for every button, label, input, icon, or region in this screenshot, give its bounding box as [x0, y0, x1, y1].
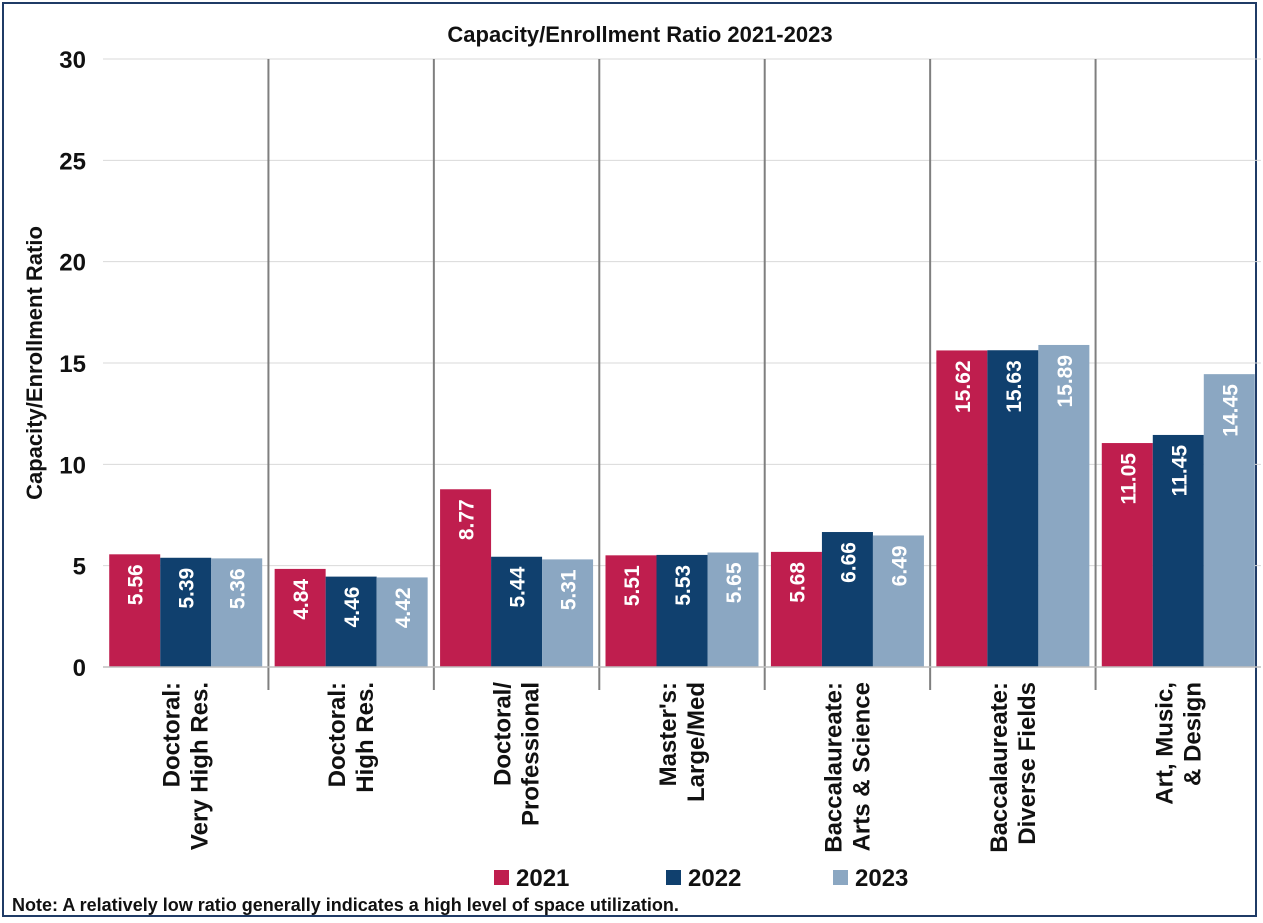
y-tick-label: 20 [59, 250, 86, 277]
bar-2023-1 [211, 558, 263, 667]
data-label: 5.36 [227, 568, 250, 609]
bar-2021-5 [770, 551, 822, 667]
data-label: 4.84 [290, 579, 313, 620]
data-label: 5.53 [672, 565, 695, 606]
x-category-label-line: & Design [1179, 682, 1206, 786]
x-category-label-line: Master's: [655, 682, 682, 786]
data-label: 5.51 [621, 565, 644, 606]
x-category-label-line: Doctoral/ [490, 682, 517, 786]
bar-2023-7 [1203, 374, 1255, 667]
bar-2021-4 [605, 555, 657, 667]
bar-2022-6 [987, 350, 1039, 667]
x-category-label-line: Very High Res. [187, 682, 214, 850]
bar-2022-1 [160, 557, 212, 667]
x-category-label-line: Professional [518, 682, 545, 826]
x-category-label: Doctoral: Very High Res. [159, 682, 214, 850]
bar-2023-5 [872, 535, 924, 667]
data-label: 6.49 [888, 545, 911, 586]
data-label: 6.66 [837, 542, 860, 583]
x-category-label-line: High Res. [352, 682, 379, 793]
data-label: 15.62 [952, 360, 975, 413]
chart-title: Capacity/Enrollment Ratio 2021-2023 [447, 22, 832, 47]
y-tick-label: 15 [59, 351, 86, 378]
y-tick-label: 25 [59, 148, 86, 175]
x-category-label-line: Large/Med [683, 682, 710, 802]
data-label: 5.56 [125, 564, 148, 605]
data-label: 11.45 [1168, 445, 1191, 497]
x-category-label: Art, Music, & Design [1151, 682, 1206, 805]
data-label: 15.89 [1054, 355, 1077, 408]
x-category-label-line: Baccalaureate: [986, 682, 1013, 853]
chart-note: Note: A relatively low ratio generally i… [12, 895, 679, 915]
x-category-label: Doctoral: High Res. [324, 682, 379, 793]
bar-2022-2 [325, 576, 377, 667]
data-label: 5.44 [507, 566, 530, 607]
data-label: 4.42 [392, 587, 415, 628]
bar-2023-4 [707, 552, 759, 667]
bar-2023-6 [1038, 344, 1090, 667]
data-labels: 5.56 5.39 5.36 4.84 4.46 4.42 8.77 5.44 5.31 5.51… [125, 355, 1243, 628]
x-category-label-line: Doctoral: [159, 682, 186, 787]
y-axis-title: Capacity/Enrollment Ratio [22, 226, 47, 500]
data-label: 8.77 [456, 499, 479, 540]
x-category-label: Baccalaureate: Diverse Fields [986, 682, 1041, 853]
y-tick-label: 10 [59, 452, 86, 479]
legend: 2021 2022 2023 [494, 865, 908, 892]
legend-label: 2023 [855, 865, 908, 892]
x-category-label-line: Art, Music, [1151, 682, 1178, 805]
data-label: 11.05 [1117, 453, 1140, 505]
bar-2023-3 [542, 559, 594, 667]
data-label: 14.45 [1219, 384, 1242, 437]
x-category-label: Master's: Large/Med [655, 682, 710, 802]
bars [109, 344, 1255, 667]
legend-swatch-2021 [494, 870, 509, 885]
bar-2022-4 [656, 554, 708, 667]
bar-2023-2 [376, 577, 428, 667]
x-category-label-line: Diverse Fields [1014, 682, 1041, 845]
bar-2021-3 [440, 489, 492, 667]
data-label: 15.63 [1003, 360, 1026, 413]
x-category-label-line: Doctoral: [324, 682, 351, 787]
bar-2022-3 [491, 556, 543, 667]
data-label: 5.68 [786, 562, 809, 603]
bar-2022-5 [821, 532, 873, 667]
y-tick-label: 5 [73, 554, 86, 581]
x-category-label: Doctoral/Professional [490, 682, 545, 826]
x-category-label-line: Arts & Science [848, 682, 875, 851]
y-tick-label: 30 [59, 47, 86, 74]
bar-2021-1 [109, 554, 161, 667]
data-label: 5.31 [558, 569, 581, 610]
data-label: 5.65 [723, 562, 746, 603]
bar-2022-7 [1152, 434, 1204, 667]
legend-label: 2021 [516, 865, 569, 892]
bar-2021-2 [274, 568, 326, 667]
data-label: 4.46 [341, 587, 364, 628]
data-label: 5.39 [176, 568, 199, 609]
x-category-label-line: Baccalaureate: [820, 682, 847, 853]
legend-label: 2022 [688, 865, 741, 892]
y-tick-label: 0 [73, 655, 86, 682]
bar-2021-6 [936, 350, 988, 667]
legend-swatch-2022 [666, 870, 681, 885]
legend-swatch-2023 [833, 870, 848, 885]
bar-2021-7 [1101, 443, 1153, 667]
x-category-label: Baccalaureate: Arts & Science [820, 682, 875, 853]
